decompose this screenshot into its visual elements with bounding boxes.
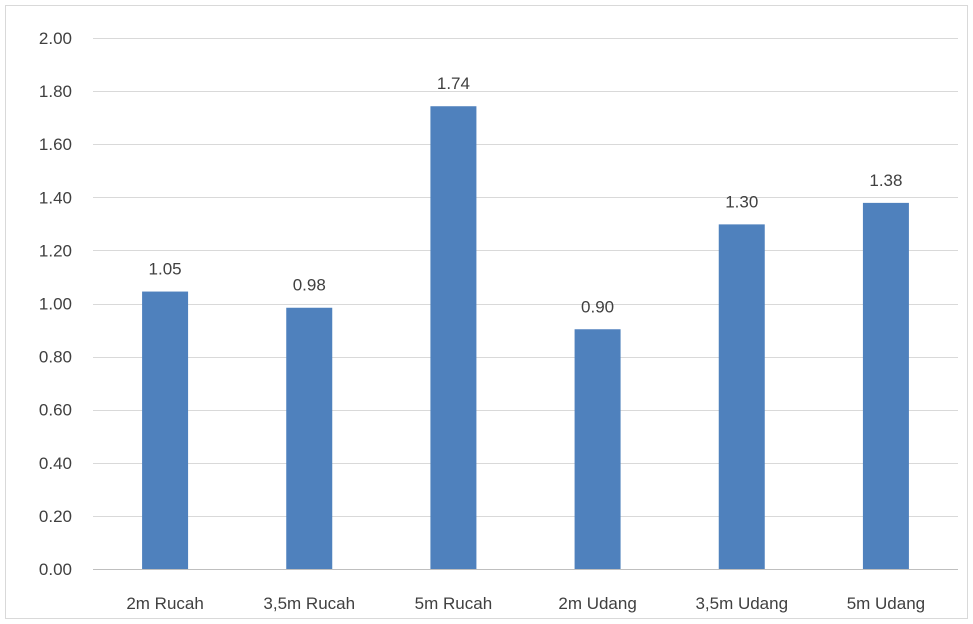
x-axis-categories: 2m Rucah 3,5m Rucah 5m Rucah 2m Udang 3,5m U… bbox=[126, 594, 925, 613]
bar bbox=[718, 224, 765, 570]
data-label: 1.38 bbox=[869, 171, 902, 190]
data-labels: 1.05 0.98 1.74 0.90 1.30 1.38 bbox=[149, 74, 903, 316]
data-label: 0.90 bbox=[581, 297, 614, 316]
bars bbox=[142, 106, 909, 570]
y-tick-label: 0.60 bbox=[39, 401, 72, 420]
y-tick-label: 1.60 bbox=[39, 135, 72, 154]
data-label: 1.05 bbox=[149, 260, 182, 279]
y-tick-label: 0.20 bbox=[39, 507, 72, 526]
data-label: 1.74 bbox=[437, 74, 470, 93]
gridlines bbox=[93, 38, 958, 570]
data-label: 0.98 bbox=[293, 276, 326, 295]
y-tick-label: 2.00 bbox=[39, 29, 72, 48]
bar bbox=[430, 106, 477, 570]
x-category-label: 5m Udang bbox=[847, 594, 925, 613]
y-tick-label: 1.40 bbox=[39, 188, 72, 207]
y-tick-label: 1.00 bbox=[39, 295, 72, 314]
bar bbox=[286, 307, 333, 569]
y-tick-label: 0.00 bbox=[39, 560, 72, 579]
y-tick-label: 0.40 bbox=[39, 454, 72, 473]
x-category-label: 5m Rucah bbox=[415, 594, 492, 613]
x-category-label: 2m Rucah bbox=[126, 594, 203, 613]
y-tick-label: 1.20 bbox=[39, 241, 72, 260]
data-label: 1.30 bbox=[725, 192, 758, 211]
y-axis-ticks: 0.00 0.20 0.40 0.60 0.80 1.00 1.20 1.40 1.60 1.80… bbox=[39, 29, 72, 579]
bar bbox=[574, 329, 621, 569]
x-category-label: 3,5m Rucah bbox=[263, 594, 355, 613]
y-tick-label: 0.80 bbox=[39, 348, 72, 367]
bar bbox=[142, 291, 189, 569]
bar bbox=[862, 202, 909, 570]
x-category-label: 2m Udang bbox=[558, 594, 636, 613]
y-tick-label: 1.80 bbox=[39, 82, 72, 101]
x-category-label: 3,5m Udang bbox=[695, 594, 788, 613]
